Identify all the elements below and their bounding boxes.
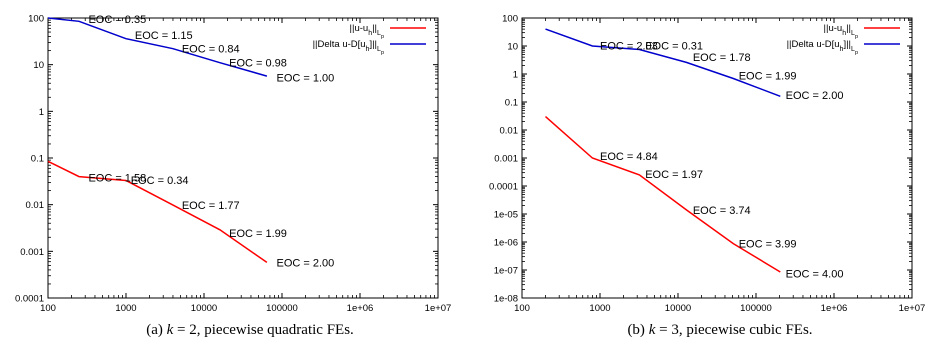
x-tick-label: 1000	[115, 303, 136, 314]
chart-1: 100 1000 10000 100000 1e+06 1e+07 0.0001 0.001 0…	[15, 14, 451, 339]
x-tick-label: 1e+07	[425, 303, 452, 314]
y-tick-label: 1	[513, 70, 518, 81]
y-tick-label: 0.0001	[489, 182, 518, 193]
series-line-red	[47, 160, 268, 264]
eoc-annotation: EOC = 1.00	[276, 73, 334, 85]
y-tick-label: 1e-06	[494, 238, 518, 249]
eoc-annotation: EOC = 2.00	[276, 258, 334, 270]
figure-caption: (a) k = 2, piecewise quadratic FEs.	[146, 322, 354, 338]
y-tick-label: 1e-08	[494, 294, 518, 305]
eoc-annotation: EOC = 3.99	[739, 239, 797, 251]
eoc-annotation: EOC = 1.99	[739, 71, 797, 83]
x-tick-label: 100000	[266, 303, 298, 314]
y-tick-label: 0.0001	[15, 294, 44, 305]
legend-entry-label: ||Delta u-D[uh]||Lp	[787, 39, 858, 56]
y-tick-label: 0.01	[26, 200, 45, 211]
eoc-annotation: EOC = 0.31	[645, 40, 703, 52]
y-tick-label: 0.001	[494, 154, 518, 165]
series-line-red	[545, 116, 781, 273]
y-tick-label: 10	[33, 60, 44, 71]
x-tick-label: 10000	[665, 303, 691, 314]
figure-caption: (b) k = 3, piecewise cubic FEs.	[627, 322, 812, 338]
x-tick-label: 1e+07	[899, 303, 926, 314]
eoc-annotation: EOC = 2.00	[786, 90, 844, 102]
eoc-annotation: EOC = 1.77	[182, 200, 240, 212]
y-tick-label: 1e-05	[494, 210, 518, 221]
legend-entry-label: ||u-uh||Lp	[824, 23, 858, 40]
legend-entry-label: ||u-uh||Lp	[350, 23, 384, 40]
chart-2: 100 1000 10000 100000 1e+06 1e+07 1e-08 1e-07 1e…	[489, 14, 925, 339]
eoc-annotation: EOC = 1.78	[693, 52, 751, 64]
legend-entry-label: ||Delta u-D[uh]||Lp	[313, 39, 384, 56]
y-tick-label: 0.001	[20, 247, 44, 258]
series-line-blue	[47, 17, 268, 77]
y-tick-label: 100	[28, 14, 44, 25]
series-line-blue	[545, 28, 781, 98]
eoc-annotation: EOC = 4.84	[600, 151, 658, 163]
eoc-annotation: EOC = 3.74	[693, 205, 751, 217]
eoc-annotation: EOC = 0.34	[131, 175, 189, 187]
eoc-annotation: EOC = 2.03	[600, 40, 658, 52]
x-tick-label: 100000	[740, 303, 772, 314]
x-tick-label: 100	[514, 303, 530, 314]
y-tick-label: 0.01	[500, 126, 519, 137]
x-tick-label: 1000	[589, 303, 610, 314]
y-tick-label: 0.1	[31, 154, 44, 165]
eoc-annotation: EOC = 1.99	[229, 228, 287, 240]
x-tick-label: 1e+06	[347, 303, 374, 314]
x-tick-label: 10000	[191, 303, 217, 314]
y-tick-label: 100	[502, 14, 518, 25]
y-tick-label: 10	[507, 42, 518, 53]
y-tick-label: 1	[39, 107, 44, 118]
x-tick-label: 100	[40, 303, 56, 314]
eoc-annotation: EOC = 1.15	[135, 30, 193, 42]
eoc-annotation: EOC = 0.98	[229, 58, 287, 70]
eoc-annotation: EOC = 1.97	[645, 169, 703, 181]
eoc-annotation: EOC = 4.00	[786, 268, 844, 280]
y-tick-label: 1e-07	[494, 266, 518, 277]
eoc-annotation: EOC = 0.84	[182, 44, 240, 56]
eoc-annotation: EOC = 1.58	[88, 173, 146, 185]
eoc-annotation: EOC = 0.35	[88, 14, 146, 26]
x-tick-label: 1e+06	[821, 303, 848, 314]
y-tick-label: 0.1	[505, 98, 518, 109]
